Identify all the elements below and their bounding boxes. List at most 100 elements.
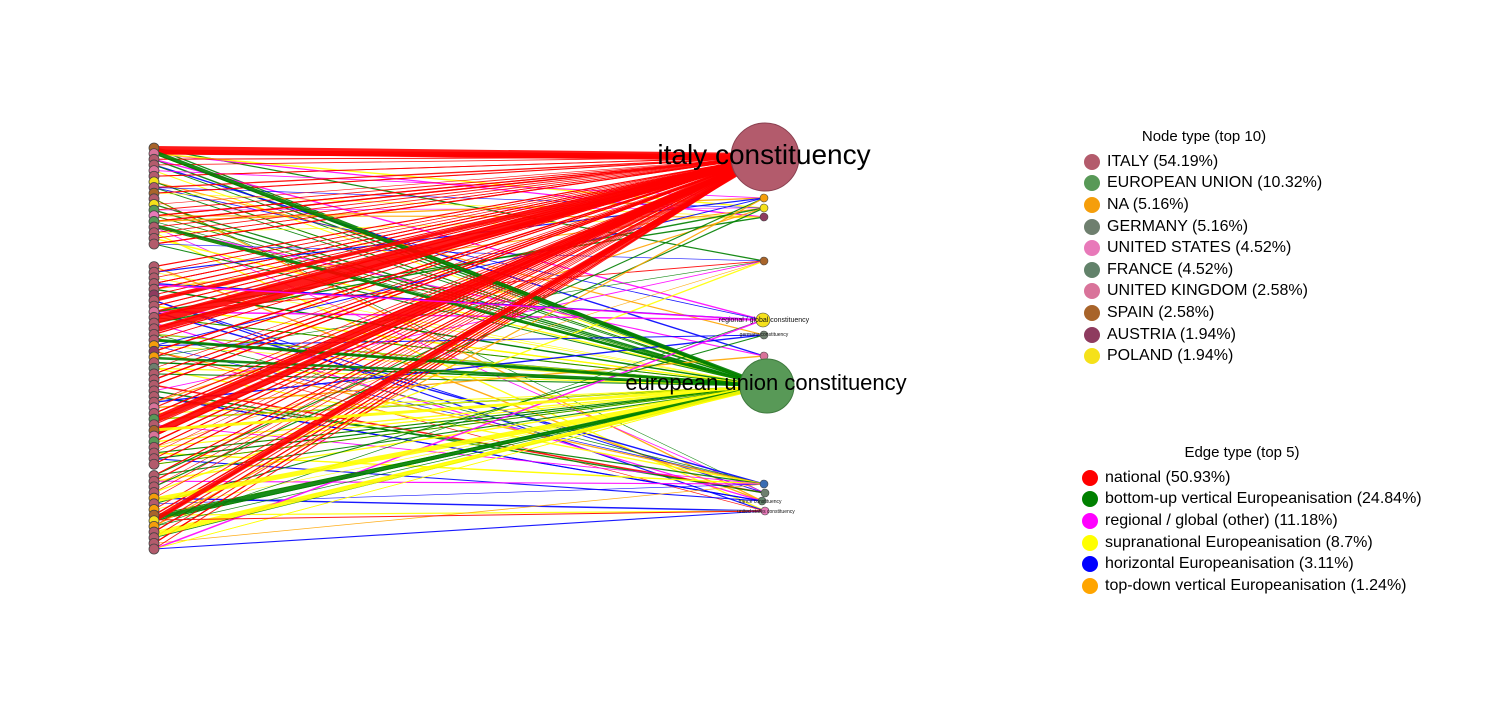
edges-layer bbox=[152, 146, 768, 550]
legend-swatch-icon bbox=[1084, 153, 1100, 170]
france-label: france constituency bbox=[738, 499, 782, 505]
node-legend-item: GERMANY (5.16%) bbox=[1084, 216, 1344, 238]
legend-swatch-icon bbox=[1084, 196, 1100, 213]
target-node bbox=[759, 256, 769, 266]
edge-line bbox=[153, 385, 768, 420]
edge-line bbox=[153, 156, 766, 194]
node-legend-label: SPAIN (2.58%) bbox=[1107, 303, 1215, 321]
edge-line bbox=[152, 154, 767, 523]
source-nodes-layer bbox=[148, 142, 160, 555]
legend-swatch-icon bbox=[1084, 326, 1100, 343]
node-legend-item: NA (5.16%) bbox=[1084, 194, 1344, 216]
edge-line bbox=[153, 156, 766, 189]
node-legend-label: EUROPEAN UNION (10.32%) bbox=[1107, 174, 1323, 192]
edge-legend-item: national (50.93%) bbox=[1082, 467, 1502, 489]
italy-hub-node bbox=[730, 122, 800, 192]
edge-line bbox=[153, 338, 768, 388]
legend-swatch-icon bbox=[1084, 283, 1100, 300]
edge-line bbox=[153, 385, 768, 414]
node-legend-label: AUSTRIA (1.94%) bbox=[1107, 325, 1236, 343]
legend-swatch-icon bbox=[1082, 491, 1098, 508]
legend-swatch-icon bbox=[1084, 348, 1100, 365]
edge-line bbox=[153, 383, 768, 503]
edge-line bbox=[153, 156, 766, 493]
edge-line bbox=[153, 223, 768, 388]
target-nodes-layer bbox=[755, 193, 771, 516]
edge-line bbox=[153, 156, 766, 205]
node-legend-item: UNITED STATES (4.52%) bbox=[1084, 237, 1344, 259]
edge-line bbox=[153, 156, 766, 375]
edge-legend-item: bottom-up vertical Europeanisation (24.8… bbox=[1082, 489, 1502, 511]
edge-line bbox=[153, 316, 768, 387]
legend-swatch-icon bbox=[1084, 175, 1100, 192]
edge-line bbox=[153, 156, 766, 353]
edge-line bbox=[153, 156, 766, 177]
edge-legend-label: supranational Europeanisation (8.7%) bbox=[1105, 533, 1373, 551]
edge-line bbox=[153, 385, 768, 448]
united-states-label: united states constituency bbox=[737, 509, 795, 515]
edge-line bbox=[153, 156, 766, 267]
edge-line bbox=[153, 156, 766, 550]
legend-swatch-icon bbox=[1084, 304, 1100, 321]
edge-line bbox=[153, 243, 765, 262]
node-legend-label: UNITED KINGDOM (2.58%) bbox=[1107, 282, 1308, 300]
legend-swatch-icon bbox=[1082, 512, 1098, 529]
node-legend-item: UNITED KINGDOM (2.58%) bbox=[1084, 281, 1344, 303]
target-node bbox=[759, 330, 769, 340]
node-legend-label: FRANCE (4.52%) bbox=[1107, 260, 1234, 278]
source-node bbox=[148, 238, 160, 250]
node-legend-item: FRANCE (4.52%) bbox=[1084, 259, 1344, 281]
legend-swatch-icon bbox=[1084, 261, 1100, 278]
edge-legend-label: regional / global (other) (11.18%) bbox=[1105, 511, 1338, 529]
source-node bbox=[148, 458, 160, 470]
edge-type-legend: Edge type (top 5) national (50.93%) botto… bbox=[1082, 444, 1502, 597]
edge-line bbox=[153, 156, 766, 211]
edge-legend-label: national (50.93%) bbox=[1105, 468, 1231, 486]
edge-line bbox=[153, 260, 765, 494]
edge-line bbox=[153, 385, 768, 443]
edge-line bbox=[153, 156, 766, 223]
edge-line bbox=[153, 150, 768, 388]
edge-line bbox=[153, 510, 766, 550]
edge-line bbox=[153, 156, 766, 499]
regional-global-label: regional / global constituency bbox=[719, 317, 810, 324]
node-legend-title: Node type (top 10) bbox=[1141, 128, 1267, 145]
legend-swatch-icon bbox=[1082, 577, 1098, 594]
edge-legend-item: supranational Europeanisation (8.7%) bbox=[1082, 532, 1502, 554]
edge-line bbox=[153, 385, 768, 465]
edge-line bbox=[153, 156, 766, 234]
edge-line bbox=[153, 345, 765, 485]
edge-line bbox=[153, 311, 764, 321]
edge-line bbox=[153, 319, 764, 527]
edge-legend-item: top-down vertical Europeanisation (1.24%… bbox=[1082, 575, 1502, 597]
eu-hub-node bbox=[739, 358, 795, 414]
legend-swatch-icon bbox=[1082, 469, 1098, 486]
edge-line bbox=[153, 156, 766, 273]
edge-line bbox=[153, 384, 768, 432]
node-type-legend: Node type (top 10) ITALY (54.19%) EUROPEA… bbox=[1084, 128, 1344, 367]
edge-line bbox=[153, 156, 766, 488]
target-node bbox=[759, 479, 769, 489]
edge-legend-label: top-down vertical Europeanisation (1.24%… bbox=[1105, 576, 1407, 594]
edge-line bbox=[153, 384, 766, 494]
edge-line bbox=[153, 156, 766, 228]
legend-swatch-icon bbox=[1084, 240, 1100, 257]
edge-legend-title: Edge type (top 5) bbox=[1184, 444, 1300, 461]
edge-line bbox=[152, 154, 767, 435]
edge-line bbox=[153, 260, 765, 448]
edge-line bbox=[153, 156, 766, 245]
edge-line bbox=[153, 483, 765, 505]
italy-hub-label: italy constituency bbox=[657, 139, 870, 170]
node-legend-label: POLAND (1.94%) bbox=[1107, 347, 1234, 365]
edge-line bbox=[153, 334, 765, 505]
node-legend-item: POLAND (1.94%) bbox=[1084, 345, 1344, 367]
target-node bbox=[759, 193, 769, 203]
edge-line bbox=[153, 156, 766, 284]
edge-line bbox=[153, 149, 766, 160]
edge-legend-item: horizontal Europeanisation (3.11%) bbox=[1082, 553, 1502, 575]
edge-line bbox=[153, 156, 766, 460]
legend-swatch-icon bbox=[1084, 218, 1100, 235]
edge-line bbox=[153, 181, 765, 336]
legend-swatch-icon bbox=[1082, 556, 1098, 573]
